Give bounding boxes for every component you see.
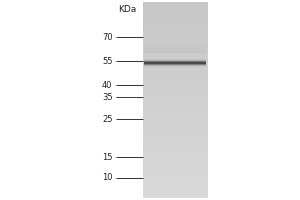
Text: 10: 10 — [102, 173, 112, 182]
Text: 15: 15 — [102, 152, 112, 162]
Text: 35: 35 — [102, 92, 112, 102]
Text: KDa: KDa — [118, 5, 136, 15]
Text: 55: 55 — [102, 56, 112, 66]
Text: 40: 40 — [102, 81, 112, 90]
Text: 70: 70 — [102, 32, 112, 42]
Text: 25: 25 — [102, 114, 112, 123]
